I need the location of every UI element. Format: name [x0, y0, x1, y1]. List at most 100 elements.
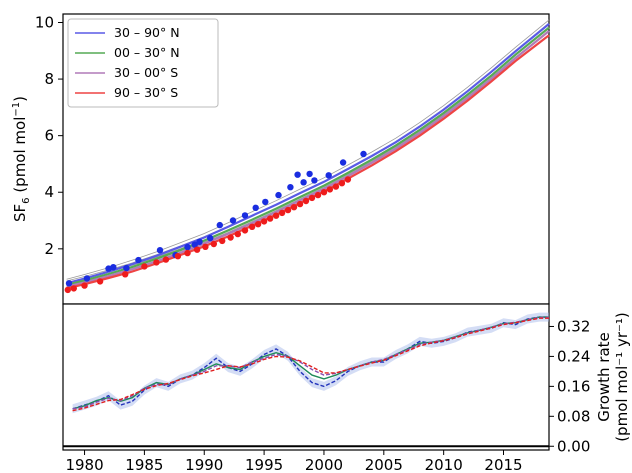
observation-point — [241, 227, 249, 234]
observation-point — [70, 285, 78, 292]
bottom-y-tick-label: 0.32 — [557, 317, 590, 335]
observation-point — [81, 282, 88, 289]
observation-point — [227, 234, 234, 241]
top-y-tick-label: 10 — [35, 13, 54, 31]
bottom-y-tick-label: 0.24 — [557, 347, 590, 365]
observation-point — [290, 204, 298, 211]
observation-point — [216, 221, 223, 229]
bottom-panel-series-lines — [72, 316, 549, 412]
observation-point — [302, 197, 310, 205]
observation-point — [332, 183, 340, 190]
top-y-axis-label: SF6 (pmol mol−1) — [11, 96, 32, 222]
bottom-y-label-line2: (pmol mol⁻¹ yr⁻¹) — [613, 312, 631, 442]
x-tick-label: 1995 — [245, 456, 283, 473]
observation-point — [184, 249, 191, 257]
x-tick-label: 1990 — [185, 456, 223, 473]
observation-point — [338, 180, 346, 187]
bottom-series-line — [72, 317, 549, 412]
observation-point — [294, 171, 301, 178]
observation-point — [266, 215, 274, 222]
observation-point — [360, 150, 367, 158]
top-y-tick-label: 6 — [44, 127, 54, 145]
observation-point — [122, 271, 129, 278]
observation-point — [65, 280, 73, 287]
top-envelope-line — [66, 19, 550, 280]
observation-point — [83, 275, 91, 282]
observation-point — [339, 159, 347, 166]
observation-point — [278, 209, 286, 217]
observation-point — [96, 278, 104, 285]
uncertainty-band — [72, 312, 549, 414]
observation-point — [156, 247, 164, 254]
bottom-y-axis-label: Growth rate (pmol mol⁻¹ yr⁻¹) — [595, 312, 631, 442]
observation-point — [325, 172, 332, 179]
x-tick-label: 2010 — [425, 456, 463, 473]
observation-point — [311, 177, 318, 184]
observation-point — [260, 218, 268, 225]
observation-point — [241, 212, 249, 219]
observation-point — [210, 240, 217, 248]
observation-point — [272, 212, 280, 219]
observation-point — [123, 264, 130, 272]
observation-point — [64, 286, 72, 294]
observation-point — [207, 234, 214, 242]
observation-point — [229, 217, 237, 224]
top-y-tick-label: 8 — [44, 70, 54, 88]
observation-point — [284, 206, 292, 214]
bottom-panel-x-ticks: 1980 1985 1990 1995 2000 2005 2010 2015 — [65, 450, 523, 473]
bottom-panel-uncertainty-bands — [72, 312, 549, 414]
observation-point — [306, 170, 313, 178]
x-tick-label: 2005 — [365, 456, 403, 473]
observation-point — [110, 264, 117, 271]
observation-point — [196, 238, 203, 245]
observation-point — [287, 184, 294, 191]
top-y-label-unit: (pmol mol — [11, 117, 29, 198]
top-y-label-sub: 6 — [21, 197, 32, 203]
observation-point — [105, 265, 112, 272]
observation-point — [252, 204, 259, 211]
x-tick-label: 1980 — [65, 456, 103, 473]
legend-label-00-30n: 00 – 30° N — [114, 45, 180, 60]
observation-point — [254, 221, 262, 228]
bottom-panel-y-ticks: 0.00 0.08 0.16 0.24 0.32 — [549, 317, 590, 455]
top-panel-y-ticks: 2 4 6 8 10 — [35, 13, 63, 258]
observation-point — [314, 191, 322, 199]
observation-point — [191, 241, 198, 248]
top-y-tick-label: 4 — [44, 183, 54, 201]
bottom-series-line — [72, 316, 549, 410]
top-y-label-sup: −1 — [11, 102, 22, 117]
observation-point — [326, 186, 334, 193]
x-tick-label: 2000 — [305, 456, 343, 473]
observation-point — [193, 246, 201, 253]
top-y-label-main: SF — [11, 204, 29, 222]
top-series-line — [66, 26, 550, 287]
observation-point — [135, 256, 142, 264]
x-tick-label: 1985 — [125, 456, 163, 473]
observation-point — [219, 237, 226, 245]
legend-label-90-30s: 90 – 30° S — [114, 85, 178, 100]
observation-point — [141, 263, 148, 270]
top-panel-observation-points — [64, 150, 367, 294]
legend-box — [67, 18, 219, 108]
observation-point — [300, 179, 307, 186]
bottom-y-tick-label: 0.16 — [557, 377, 590, 395]
observation-point — [153, 259, 160, 266]
legend: 30 – 90° N 00 – 30° N 30 – 00° S 90 – 30… — [67, 18, 219, 108]
bottom-y-label-line1: Growth rate — [595, 332, 613, 422]
x-tick-label: 2015 — [484, 456, 522, 473]
observation-point — [234, 230, 241, 238]
observation-point — [174, 253, 182, 260]
observation-point — [320, 189, 328, 196]
observation-point — [275, 191, 282, 199]
top-series-line — [66, 30, 550, 288]
legend-label-30-00s: 30 – 00° S — [114, 65, 178, 80]
observation-point — [262, 198, 269, 206]
legend-label-30-90n: 30 – 90° N — [114, 25, 180, 40]
top-y-tick-label: 2 — [44, 240, 54, 258]
observation-point — [308, 194, 316, 202]
observation-point — [162, 256, 170, 263]
observation-point — [296, 200, 304, 208]
observation-point — [344, 176, 352, 183]
observation-point — [248, 223, 256, 230]
